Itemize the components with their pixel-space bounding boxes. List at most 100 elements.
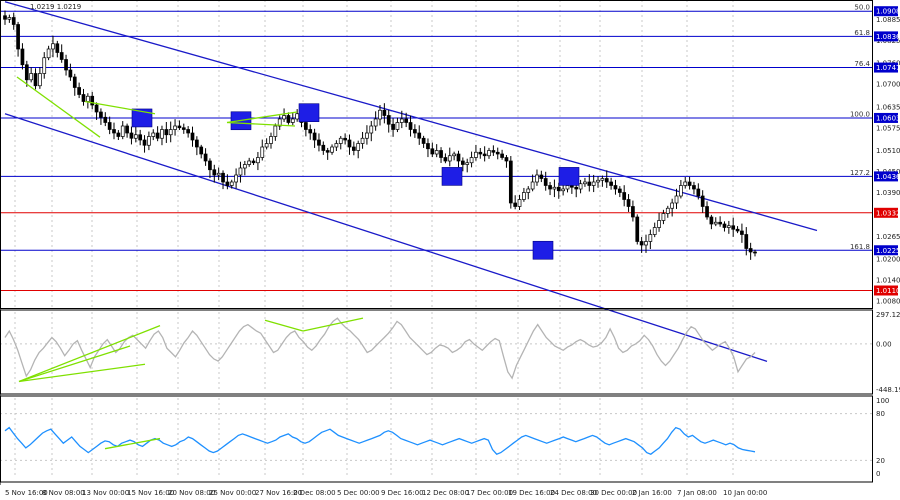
candle-body (269, 136, 273, 144)
price-level-label: 1.0110 (876, 287, 900, 295)
time-tick-label: 9 Dec 16:00 (381, 489, 424, 497)
candle-body (735, 228, 740, 232)
candle-body (168, 129, 173, 136)
candle-body (574, 186, 579, 190)
candle-body (286, 115, 291, 123)
candle-body (426, 143, 430, 150)
price-divergence-line (16, 76, 101, 138)
candle-body (234, 174, 238, 183)
candle-body (282, 115, 286, 120)
candle-body (94, 104, 99, 113)
candle-body (55, 43, 60, 53)
candle-body (465, 162, 470, 165)
price-tick-label: 1.0885 (876, 16, 900, 24)
fib-ratio-label: 127.2 (850, 169, 870, 177)
candle-body (556, 186, 561, 192)
candle-body (20, 48, 25, 66)
time-tick-label: 2 Dec 08:00 (293, 489, 336, 497)
fib-ratio-label: 76.4 (854, 60, 870, 68)
candle-body (460, 160, 465, 165)
candle-body (330, 146, 334, 153)
candle-body (138, 134, 143, 141)
candle-body (7, 17, 12, 20)
price-level-label: 1.0332 (876, 209, 900, 217)
candle-body (661, 213, 666, 221)
candle-body (604, 178, 609, 183)
price-tick-label: 1.0635 (876, 103, 900, 111)
time-tick-label: 8 Nov 08:00 (42, 489, 85, 497)
candle-body (90, 95, 95, 106)
candle-body (522, 192, 526, 200)
candle-body (133, 134, 138, 139)
time-tick-label: 27 Nov 16:00 (255, 489, 302, 497)
candle-body (216, 172, 221, 176)
candle-body (434, 150, 439, 155)
price-level-box (874, 6, 898, 17)
price-axis: 1.00801.01401.02001.02651.03901.04501.05… (874, 6, 900, 478)
price-level-label: 1.0747 (876, 64, 900, 72)
indicator-tick-label: 100 (876, 397, 889, 405)
time-tick-label: 2 Jan 16:00 (632, 489, 672, 497)
indicator-tick-label: 80 (876, 410, 885, 418)
candle-body (644, 241, 648, 246)
candle-body (373, 118, 378, 127)
candle-body (665, 207, 670, 214)
candle-body (221, 172, 225, 183)
ohlc-readout: 1.0219 1.0219 (30, 3, 81, 11)
candle-body (726, 225, 731, 228)
price-pane-frame (0, 0, 873, 309)
price-tick-label: 1.0575 (876, 124, 900, 132)
price-divergence-line (226, 111, 298, 124)
candle-body (11, 17, 16, 25)
price-tick-label: 1.0390 (876, 189, 900, 197)
candle-body (151, 132, 156, 137)
candle-body (160, 129, 164, 139)
rsi-line (4, 426, 756, 455)
indicator-tick-label: 0.00 (876, 340, 892, 348)
price-level-box (874, 245, 898, 256)
indicator-tick-label: -448.1957 (876, 386, 900, 394)
candle-body (59, 52, 64, 60)
indicator-divergence-line (18, 325, 161, 383)
candle-body (347, 139, 352, 148)
price-level-box (874, 171, 898, 182)
candle-body (395, 122, 400, 130)
candle-body (696, 188, 701, 197)
candle-body (487, 150, 491, 157)
candle-body (565, 185, 570, 190)
candle-body (482, 153, 487, 157)
signal-marker (298, 103, 320, 122)
candle-body (173, 125, 177, 130)
candle-body (635, 216, 640, 242)
candle-body (570, 185, 574, 188)
candle-body (408, 122, 413, 130)
price-tick-label: 1.0140 (876, 277, 900, 285)
candle-body (242, 164, 247, 169)
price-level-label: 1.0436 (876, 173, 900, 181)
price-tick-label: 1.0510 (876, 147, 900, 155)
candle-body (308, 129, 313, 134)
candle-body (360, 137, 365, 144)
candle-body (596, 179, 600, 183)
price-level-label: 1.0836 (876, 33, 900, 41)
fibonacci-levels: 50.0 61.8 76.4 100.0 127.2 161.8 (0, 4, 872, 291)
candle-body (116, 132, 121, 137)
candle-body (404, 118, 409, 123)
candle-body (578, 183, 583, 190)
candle-body (648, 234, 653, 242)
cci-indicator (4, 317, 756, 383)
indicator-divergence-line (264, 319, 304, 332)
candle-body (700, 195, 705, 207)
candle-body (452, 153, 456, 157)
candle-body (260, 146, 265, 158)
candle-body (120, 125, 125, 137)
candle-body (683, 181, 688, 186)
price-level-box (874, 207, 898, 218)
candle-body (692, 185, 696, 190)
candle-body (312, 132, 317, 141)
candle-body (378, 109, 382, 120)
candle-body (317, 139, 321, 146)
candle-body (290, 118, 295, 123)
